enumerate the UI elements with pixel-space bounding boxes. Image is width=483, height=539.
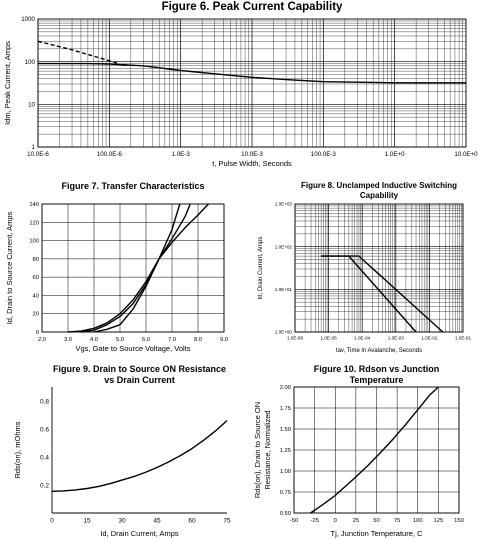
fig10-y-tick-label: 1.50 (280, 427, 291, 433)
fig10-y-tick-label: 1.75 (280, 406, 291, 412)
fig8-x-label: tav, Time in Avalanche, Seconds (336, 348, 422, 354)
fig9-x-tick-label: 30 (118, 518, 126, 525)
fig10-x-label: Tj, Junction Temperature, C (331, 529, 424, 538)
fig10-y-label: Rds(on), Drain to Source ON (253, 402, 262, 498)
fig10-x-tick-label: 75 (394, 518, 400, 524)
fig10-y-label: Resistance, Normalized (263, 410, 272, 489)
fig7-y-tick-label: 80 (33, 257, 39, 263)
fig7-title: Figure 7. Transfer Characteristics (61, 181, 204, 191)
fig7-y-tick-label: 40 (33, 293, 39, 299)
fig7-frame (42, 204, 224, 332)
fig9-x-tick-label: 15 (83, 518, 91, 525)
fig10-y-tick-label: 0.50 (280, 511, 291, 517)
fig7-y-tick-label: 60 (33, 275, 39, 281)
fig7-x-tick-label: 3.0 (64, 337, 72, 343)
fig7-y-tick-label: 120 (29, 220, 39, 226)
fig6-y-tick-label: 10 (28, 102, 35, 109)
fig10-x-tick-label: 25 (353, 518, 359, 524)
fig10-y-tick-label: 1.00 (280, 469, 291, 475)
fig9-x-tick-label: 45 (153, 518, 161, 525)
fig7-y-tick-label: 0 (36, 330, 39, 336)
fig9-y-tick-label: 0.8 (40, 398, 49, 405)
fig9-x-tick-label: 60 (188, 518, 196, 525)
fig8-x-tick-label: 1.0E-05 (321, 336, 338, 341)
fig7-y-tick-label: 140 (29, 202, 39, 208)
fig7-x-tick-label: 4.0 (90, 337, 98, 343)
fig10-chart: Figure 10. Rdson vs JunctionTemperature -… (253, 364, 464, 538)
fig10-x-tick-label: 125 (434, 518, 444, 524)
fig6-x-tick-label: 10.0E-6 (27, 151, 49, 158)
fig7-x-tick-label: 9.0 (220, 337, 228, 343)
fig8-x-tick-label: 1.0E-02 (421, 336, 438, 341)
fig10-y-tick-label: 2.00 (280, 385, 291, 391)
fig7-x-tick-label: 7.0 (168, 337, 176, 343)
fig7-y-tick-label: 100 (29, 239, 39, 245)
fig9-x-tick-label: 75 (223, 518, 231, 525)
fig10-y-tick-label: 0.75 (280, 490, 291, 496)
fig7-y-tick-label: 20 (33, 312, 39, 318)
fig7-grid (42, 204, 224, 332)
fig7-x-label: Vgs, Gate to Source Voltage, Volts (75, 344, 190, 353)
fig9-title: Figure 9. Drain to Source ON Resistance (53, 364, 226, 374)
fig10-x-tick-label: 150 (454, 518, 464, 524)
fig6-y-tick-label: 100 (25, 59, 36, 66)
fig6-y-label: Idm, Peak Current, Amps (3, 41, 12, 125)
fig10-title: Figure 10. Rdson vs Junction (314, 364, 440, 374)
fig6-title: Figure 6. Peak Current Capability (162, 1, 343, 13)
fig7-x-tick-label: 8.0 (194, 337, 202, 343)
fig6-chart: Figure 6. Peak Current Capability 10.0E-6… (3, 1, 478, 168)
fig8-y-label: Id, Drain Current, Amps (258, 237, 264, 300)
fig8-x-tick-label: 1.0E-06 (287, 336, 304, 341)
fig8-x-tick-label: 1.0E-04 (354, 336, 371, 341)
fig7-x-tick-label: 2.0 (38, 337, 46, 343)
fig8-y-tick-label: 1.0E+01 (275, 287, 293, 292)
fig9-chart: Figure 9. Drain to Source ON Resistancev… (13, 364, 231, 538)
fig7-chart: Figure 7. Transfer Characteristics 2.0 3.0… (5, 181, 228, 353)
fig10-x-tick-label: 50 (373, 518, 379, 524)
fig9-y-tick-label: 0.2 (40, 482, 49, 489)
fig10-x-tick-label: -25 (310, 518, 318, 524)
fig10-x-tick-label: -50 (290, 518, 298, 524)
fig6-y-tick-label: 1 (32, 144, 36, 151)
fig8-y-tick-label: 1.0E+02 (275, 244, 293, 249)
fig8-grid (295, 204, 463, 332)
fig6-x-tick-label: 10.0E+0 (454, 151, 478, 158)
fig9-y-tick-label: 0.4 (40, 454, 49, 461)
fig7-series-3 (94, 204, 208, 332)
fig8-x-tick-label: 1.0E-01 (455, 336, 472, 341)
fig10-title: Temperature (350, 375, 404, 385)
fig6-y-tick-label: 1000 (21, 16, 35, 23)
fig8-frame (295, 204, 463, 332)
fig6-x-tick-label: 10.0E-3 (241, 151, 263, 158)
fig8-title: Capability (360, 191, 399, 200)
fig7-y-label: Id, Drain to Source Current, Amps (5, 211, 14, 324)
fig10-y-tick-label: 1.25 (280, 448, 291, 454)
fig8-x-tick-label: 1.0E-03 (388, 336, 405, 341)
fig9-x-label: Id, Drain Current, Amps (100, 529, 179, 538)
fig6-x-tick-label: 100.0E-3 (311, 151, 337, 158)
fig7-x-tick-label: 5.0 (116, 337, 124, 343)
fig8-title: Figure 8. Unclamped Inductive Switching (301, 181, 457, 190)
fig9-title: vs Drain Current (104, 375, 175, 385)
fig6-x-label: t, Pulse Width, Seconds (212, 159, 292, 168)
fig8-y-tick-label: 1.0E+03 (275, 202, 293, 207)
fig10-grid (294, 387, 459, 513)
fig6-series-2 (38, 41, 118, 63)
fig10-x-tick-label: 100 (413, 518, 423, 524)
fig9-y-label: Rds(on), mOhms (13, 421, 22, 478)
fig6-x-tick-label: 100.0E-6 (97, 151, 123, 158)
fig9-y-tick-label: 0.6 (40, 426, 49, 433)
fig10-x-tick-label: 0 (334, 518, 337, 524)
fig6-x-tick-label: 1.0E+0 (385, 151, 405, 158)
fig6-x-tick-label: 1.0E-3 (172, 151, 191, 158)
fig8-chart: Figure 8. Unclamped Inductive SwitchingC… (258, 181, 471, 354)
fig9-x-tick-label: 0 (50, 518, 54, 525)
fig7-x-tick-label: 6.0 (142, 337, 150, 343)
fig8-y-tick-label: 1.0E+00 (275, 330, 293, 335)
fig9-series-1 (52, 421, 227, 492)
